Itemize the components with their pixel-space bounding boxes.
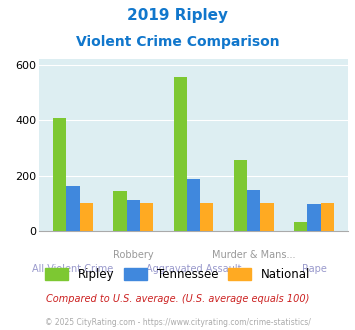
Bar [174,78,187,231]
Text: Compared to U.S. average. (U.S. average equals 100): Compared to U.S. average. (U.S. average … [46,294,309,304]
Bar [127,200,140,231]
Text: © 2025 CityRating.com - https://www.cityrating.com/crime-statistics/: © 2025 CityRating.com - https://www.city… [45,318,310,327]
Text: Murder & Mans...: Murder & Mans... [212,250,295,260]
Text: Rape: Rape [301,264,326,274]
Text: All Violent Crime: All Violent Crime [32,264,114,274]
Bar [321,203,334,231]
Legend: Ripley, Tennessee, National: Ripley, Tennessee, National [40,263,315,286]
Text: Violent Crime Comparison: Violent Crime Comparison [76,35,279,49]
Bar [140,203,153,231]
Text: 2019 Ripley: 2019 Ripley [127,8,228,23]
Bar [200,203,213,231]
Text: Robbery: Robbery [113,250,153,260]
Bar [260,203,274,231]
Bar [113,191,127,231]
Bar [247,190,260,231]
Bar [187,179,200,231]
Bar [66,186,80,231]
Bar [80,203,93,231]
Bar [294,222,307,231]
Bar [53,118,66,231]
Bar [307,204,321,231]
Text: Aggravated Assault: Aggravated Assault [146,264,241,274]
Bar [234,160,247,231]
